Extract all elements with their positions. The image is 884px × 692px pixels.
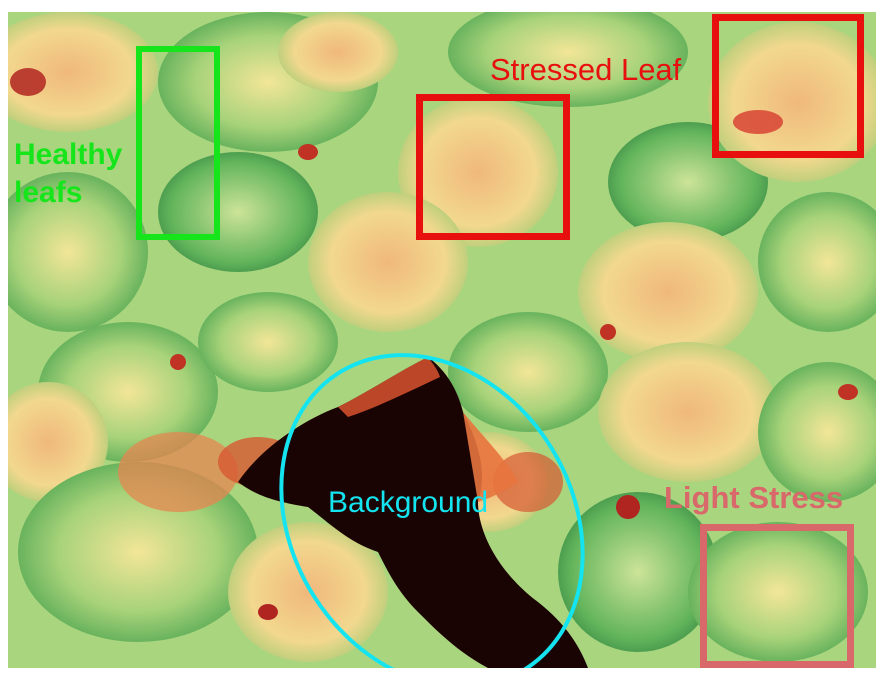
light-stress-label: Light Stress (664, 480, 844, 515)
healthy-label-line2: leafs (14, 176, 83, 209)
stressed-leaf-box-2 (712, 14, 864, 158)
healthy-label: Healthy leafs (14, 136, 122, 212)
plant-heatmap-image (8, 12, 876, 668)
light-stress-box (700, 524, 854, 668)
healthy-label-line1: Healthy (14, 138, 123, 171)
healthy-leaf-box (136, 46, 220, 240)
background-label: Background (328, 486, 489, 519)
stressed-leaf-box (416, 94, 570, 240)
stressed-leaf-label: Stressed Leaf (490, 52, 682, 87)
